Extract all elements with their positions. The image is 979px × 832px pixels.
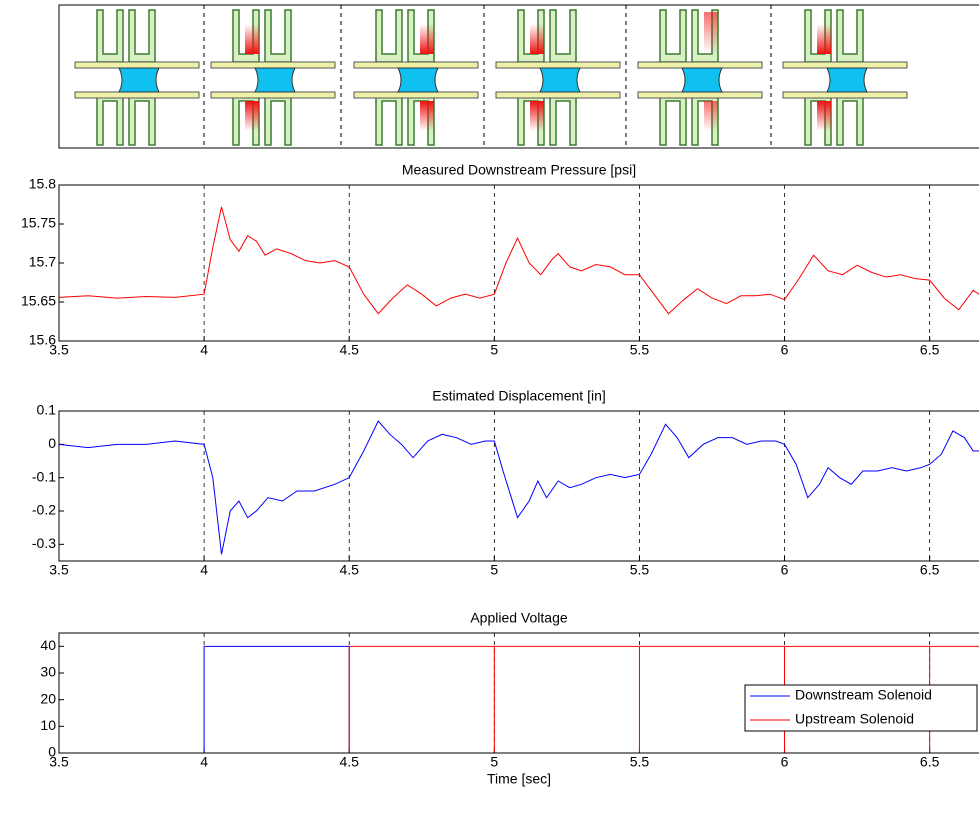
x-tick-label: 4.5 [339,342,359,358]
x-tick-label: 6.5 [920,562,940,578]
chart-title: Estimated Displacement [in] [432,388,606,404]
x-tick-label: 4 [200,562,208,578]
figure: 3.5 4 4.5 5 5.5 6 6.5 15.6 15.65 15.7 15.75 15.8 Mea… [0,0,979,827]
y-tick-label: 20 [40,690,56,706]
y-tick-label: 15.8 [29,176,56,192]
x-tick-label: 5 [490,342,498,358]
y-tick-label: -0.3 [32,535,56,551]
chart-title: Applied Voltage [470,610,568,626]
valve-diagram [59,5,979,148]
x-tick-label: 6 [781,754,789,770]
y-tick-label: -0.1 [32,468,56,484]
x-tick-label: 5.5 [630,754,650,770]
y-tick-label: -0.2 [32,502,56,518]
x-axis-label: Time [sec] [487,771,551,787]
y-tick-label: 15.6 [29,332,56,348]
y-tick-label: 10 [40,717,56,733]
y-tick-label: 30 [40,664,56,680]
y-tick-label: 0 [48,435,56,451]
x-tick-label: 6.5 [920,342,940,358]
y-tick-label: 40 [40,637,56,653]
x-tick-label: 6 [781,342,789,358]
x-tick-label: 4.5 [339,562,359,578]
y-tick-label: 0 [48,744,56,760]
x-tick-label: 4.5 [339,754,359,770]
legend-label: Downstream Solenoid [795,687,932,703]
y-tick-label: 0.1 [37,402,57,418]
x-tick-label: 5.5 [630,562,650,578]
x-tick-label: 5 [490,562,498,578]
x-tick-label: 6 [781,562,789,578]
y-tick-label: 15.65 [21,293,56,309]
plot-area [59,185,979,341]
x-tick-label: 4 [200,342,208,358]
x-tick-label: 4 [200,754,208,770]
plot-area [59,411,979,561]
y-tick-label: 15.7 [29,254,56,270]
x-tick-label: 3.5 [49,562,69,578]
y-tick-label: 15.75 [21,215,56,231]
chart-title: Measured Downstream Pressure [psi] [402,162,636,178]
x-tick-label: 5 [490,754,498,770]
x-tick-label: 5.5 [630,342,650,358]
x-tick-label: 6.5 [920,754,940,770]
legend-label: Upstream Solenoid [795,711,914,727]
